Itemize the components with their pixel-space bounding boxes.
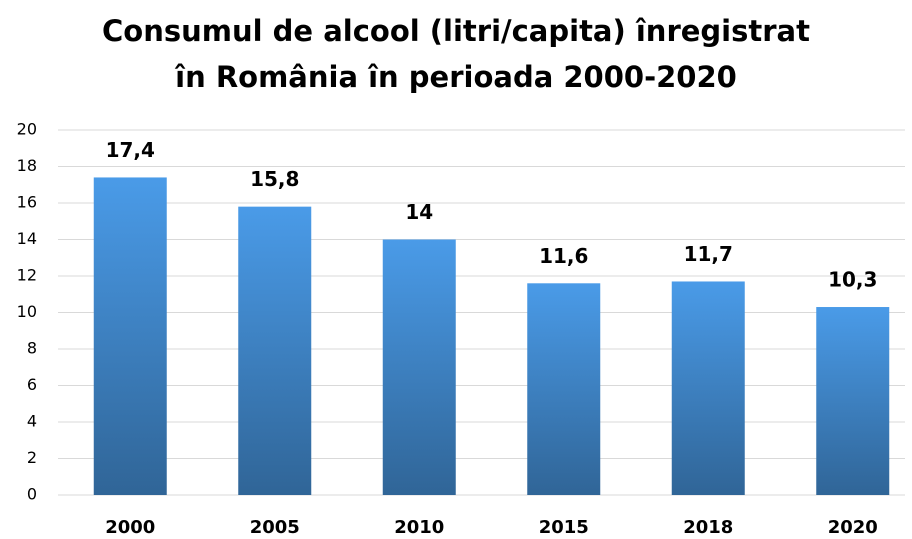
x-tick-label: 2005 [250,517,300,538]
value-label: 11,6 [539,244,588,268]
x-tick-label: 2018 [683,517,733,538]
bar [816,307,890,495]
y-tick-label: 4 [27,412,37,431]
y-tick-label: 18 [17,156,37,175]
x-tick-label: 2015 [539,517,589,538]
value-label: 14 [405,200,433,224]
y-tick-label: 10 [17,302,37,321]
chart-title: Consumul de alcool (litri/capita) înregi… [102,14,810,94]
y-tick-label: 2 [27,448,37,467]
bar [527,283,601,495]
value-label: 11,7 [684,242,733,266]
bar [671,281,745,495]
x-tick-label: 2000 [105,517,155,538]
bar [238,206,312,495]
y-tick-label: 14 [17,229,37,248]
y-tick-label: 16 [17,193,37,212]
value-label: 15,8 [250,167,299,191]
y-tick-label: 0 [27,485,37,504]
y-tick-label: 20 [17,120,37,139]
bar [382,239,456,495]
value-label: 10,3 [828,268,877,292]
x-tick-label: 2010 [394,517,444,538]
y-tick-label: 6 [27,375,37,394]
x-tick-label: 2020 [828,517,878,538]
bar [93,177,167,495]
y-tick-label: 8 [27,339,37,358]
value-label: 17,4 [106,138,155,162]
y-tick-label: 12 [17,266,37,285]
